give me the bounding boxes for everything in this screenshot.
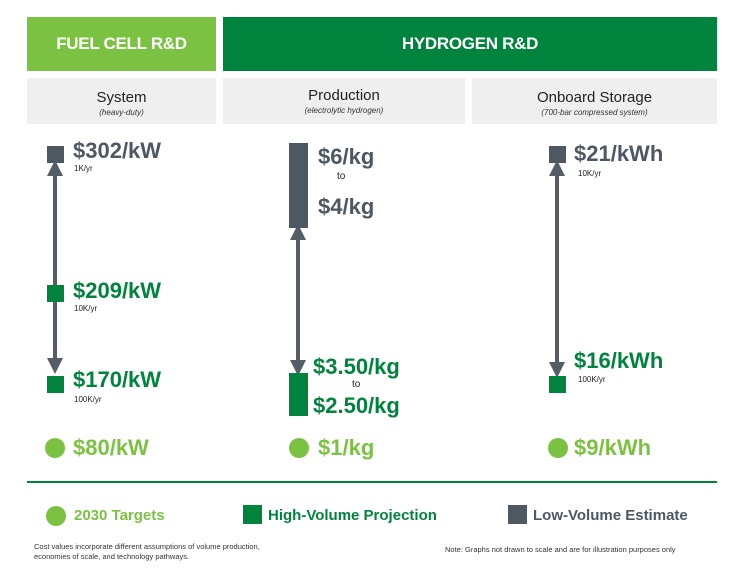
production-high-volume-low-value: $2.50/kg	[313, 393, 400, 418]
system-high-volume-marker-100k	[47, 376, 64, 393]
legend-divider	[27, 481, 717, 483]
storage-column-header: Onboard Storage (700-bar compressed syst…	[472, 78, 717, 124]
production-low-volume-range-connector: to	[337, 171, 346, 182]
production-low-volume-high-value: $6/kg	[318, 144, 375, 169]
system-2030-target-marker	[45, 438, 65, 458]
system-low-volume-value: $302/kW	[73, 138, 162, 163]
system-column-header: System (heavy-duty)	[27, 78, 216, 124]
legend-low-volume-marker	[508, 505, 527, 524]
system-high-volume-rate-100k: 100K/yr	[74, 395, 102, 404]
legend-target-label: 2030 Targets	[74, 507, 165, 524]
production-2030-target-marker	[289, 438, 309, 458]
production-column-header: Production (electrolytic hydrogen)	[223, 78, 465, 124]
storage-low-volume-marker	[549, 146, 566, 163]
production-low-volume-bar	[289, 143, 308, 228]
system-high-volume-value-10k: $209/kW	[73, 278, 162, 303]
footnote-right: Note: Graphs not drawn to scale and are …	[445, 545, 676, 554]
production-title: Production	[308, 87, 380, 104]
production-2030-target-value: $1/kg	[318, 435, 375, 460]
hydrogen-rd-title: HYDROGEN R&D	[401, 34, 539, 53]
legend-high-volume-label: High-Volume Projection	[268, 507, 437, 524]
storage-2030-target-value: $9/kWh	[574, 435, 652, 460]
system-low-volume-rate: 1K/yr	[74, 164, 93, 173]
legend-target-marker	[46, 506, 66, 526]
system-2030-target-value: $80/kW	[73, 435, 149, 460]
footnote-left-line2: economies of scale, and technology pathw…	[34, 552, 190, 562]
hydrogen-rd-header: HYDROGEN R&D	[223, 17, 717, 71]
legend-low-volume-label: Low-Volume Estimate	[533, 507, 688, 524]
storage-2030-target-marker	[548, 438, 568, 458]
fuel-cell-rd-header: FUEL CELL R&D	[27, 17, 216, 71]
production-high-volume-bar	[289, 373, 308, 416]
storage-low-volume-rate: 10K/yr	[578, 169, 602, 178]
storage-subtitle: (700-bar compressed system)	[541, 108, 648, 117]
footnote-left: Cost values incorporate different assump…	[34, 542, 260, 562]
storage-high-volume-value: $16/kWh	[574, 348, 664, 373]
system-title: System	[96, 89, 147, 106]
system-low-volume-marker	[47, 146, 64, 163]
production-high-volume-high-value: $3.50/kg	[313, 354, 400, 379]
system-high-volume-rate-10k: 10K/yr	[74, 304, 98, 313]
fuel-cell-rd-title: FUEL CELL R&D	[56, 34, 187, 53]
storage-low-volume-value: $21/kWh	[574, 141, 664, 166]
storage-high-volume-marker	[549, 376, 566, 393]
footnote-left-line1: Cost values incorporate different assump…	[34, 542, 260, 551]
storage-title: Onboard Storage	[536, 89, 653, 106]
storage-high-volume-rate: 100K/yr	[578, 375, 606, 384]
system-high-volume-marker-10k	[47, 285, 64, 302]
legend-high-volume-marker	[243, 505, 262, 524]
production-low-volume-low-value: $4/kg	[318, 194, 375, 219]
system-subtitle: (heavy-duty)	[99, 108, 144, 117]
system-high-volume-value-100k: $170/kW	[73, 367, 162, 392]
production-high-volume-range-connector: to	[352, 379, 361, 390]
production-subtitle: (electrolytic hydrogen)	[304, 106, 384, 115]
